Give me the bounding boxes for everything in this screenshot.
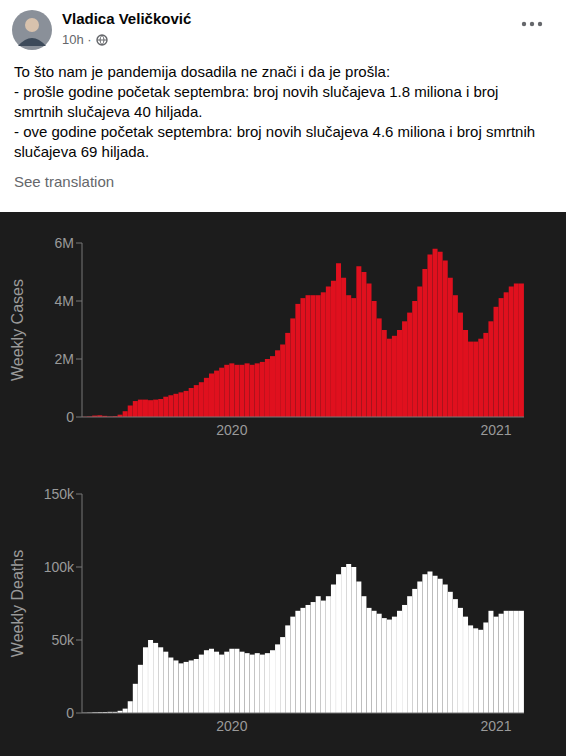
svg-text:100k: 100k <box>44 559 75 575</box>
svg-text:Weekly Deaths: Weekly Deaths <box>9 550 26 657</box>
svg-text:2021: 2021 <box>480 422 511 438</box>
svg-text:2020: 2020 <box>216 718 247 734</box>
html-text:10h ·: 10h · <box>62 32 92 47</box>
svg-text:4M: 4M <box>55 293 74 309</box>
svg-text:0: 0 <box>66 705 74 721</box>
svg-text:150k: 150k <box>44 486 75 502</box>
html-text:Vladica Veličković: Vladica Veličković <box>62 10 192 27</box>
svg-text:6M: 6M <box>55 235 74 251</box>
svg-text:0: 0 <box>66 409 74 425</box>
svg-text:2021: 2021 <box>480 718 511 734</box>
svg-text:50k: 50k <box>51 632 75 648</box>
html-text:- prošle godine početak septem: - prošle godine početak septembra: broj … <box>14 83 499 120</box>
html-text:- ove godine početak septembra: - ove godine početak septembra: broj nov… <box>14 123 536 160</box>
html-text:See translation: See translation <box>14 173 115 190</box>
svg-text:Weekly Cases: Weekly Cases <box>9 279 26 381</box>
html-text:To što nam je pandemija dosadi: To što nam je pandemija dosadila ne znač… <box>14 63 391 80</box>
svg-text:2020: 2020 <box>216 422 247 438</box>
svg-text:2M: 2M <box>55 351 74 367</box>
